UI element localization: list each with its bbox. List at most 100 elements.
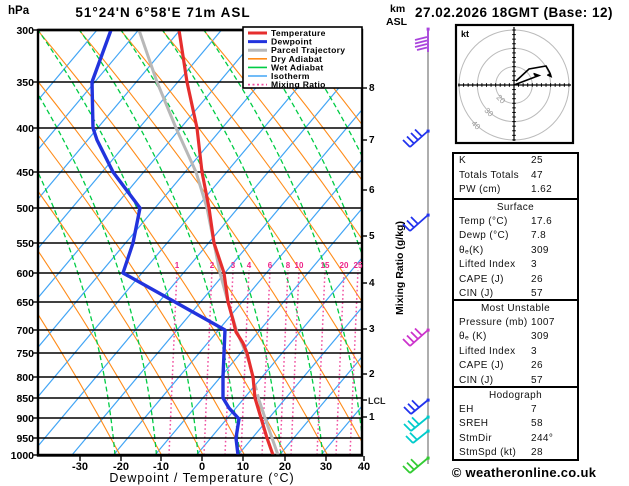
svg-text:550: 550 [16, 238, 34, 250]
x-axis-title: Dewpoint / Temperature (°C) [109, 471, 294, 485]
wind-barb-surface [402, 456, 430, 474]
svg-text:850: 850 [16, 393, 34, 405]
svg-text:950: 950 [16, 433, 34, 445]
svg-text:6: 6 [369, 185, 375, 196]
svg-text:3: 3 [231, 261, 236, 270]
table-row: Pressure (mb) 1007 [459, 316, 555, 328]
table-row: CAPE (J) 26 [459, 360, 543, 371]
svg-text:25: 25 [354, 261, 363, 270]
wind-barb-950 [405, 429, 430, 444]
legend-item-parcel: Parcel Trajectory [271, 45, 345, 55]
table-row: CIN (J) 57 [459, 288, 543, 299]
svg-text:10: 10 [295, 261, 304, 270]
svg-text:1: 1 [369, 412, 375, 423]
table-row: Totals Totals 47 [459, 169, 543, 181]
svg-text:4: 4 [247, 261, 252, 270]
svg-text:20: 20 [279, 461, 291, 473]
svg-text:5: 5 [369, 231, 375, 242]
table-row: Dewp (°C) 7.8 [459, 230, 547, 241]
mixing-ratio-axis-label: Mixing Ratio (g/kg) [394, 221, 406, 315]
temp-axis-labels: -30 -20 -10 0 10 20 30 40 [72, 461, 370, 473]
table-row: Lifted Index 3 [459, 259, 537, 270]
hodograph: kt 20 30 40 [454, 23, 575, 145]
svg-text:750: 750 [16, 348, 34, 360]
wind-barb-920 [403, 415, 430, 432]
mixing-ratio-value-labels: 1 2 3 4 6 8 10 15 20 25 [175, 261, 363, 270]
legend-item-dry-adiabat: Dry Adiabat [271, 54, 322, 64]
axis-ticks [33, 29, 367, 461]
hodograph-stats-table: Hodograph EH 7 SREH 58 StmDir 244° StmSpd (… [452, 386, 579, 461]
wind-barb-500 [402, 213, 430, 232]
svg-text:350: 350 [16, 77, 34, 89]
hodograph-axis-ticks [458, 29, 570, 141]
table-row: θₑ(K) 309 [459, 244, 549, 256]
svg-text:0: 0 [199, 461, 205, 473]
svg-text:1000: 1000 [11, 450, 35, 462]
svg-text:2: 2 [369, 369, 375, 380]
svg-text:500: 500 [16, 203, 34, 215]
wind-barb-880 [403, 398, 430, 415]
table-section-title: Surface [496, 202, 535, 213]
pressure-unit-label: hPa [8, 5, 30, 17]
lcl-marker-label: LCL [368, 396, 386, 406]
svg-text:4: 4 [369, 278, 375, 289]
km-axis-labels: 8 7 6 5 4 3 2 1 [369, 83, 375, 423]
table-row: StmSpd (kt) 28 [459, 447, 543, 458]
wind-barb-700 [402, 327, 430, 347]
hodograph-wind-trace [513, 65, 553, 86]
wind-barb-column [402, 27, 430, 474]
legend: Temperature Dewpoint Parcel Trajectory D… [242, 26, 363, 90]
wind-barb-400 [402, 128, 430, 148]
svg-text:900: 900 [16, 413, 34, 425]
table-section-title: Hodograph [488, 390, 543, 401]
table-row: θₑ (K) 309 [459, 331, 549, 342]
table-row: CAPE (J) 26 [459, 273, 543, 285]
footer-credit: © weatheronline.co.uk [452, 465, 597, 480]
hodograph-unit-label: kt [461, 29, 469, 39]
svg-text:400: 400 [16, 123, 34, 135]
table-section-title: Most Unstable [480, 303, 551, 314]
wind-barb-300 [414, 27, 430, 52]
table-row: CIN (J) 57 [459, 374, 543, 386]
svg-text:1: 1 [175, 261, 180, 270]
legend-item-isotherm: Isotherm [271, 71, 310, 81]
svg-text:2: 2 [210, 261, 215, 270]
legend-item-temperature: Temperature [271, 28, 326, 38]
dewpoint-curve [90, 30, 241, 456]
svg-text:20: 20 [340, 261, 349, 270]
svg-text:-20: -20 [113, 461, 129, 473]
table-row: EH 7 [459, 403, 537, 415]
pressure-axis-labels: 300 350 400 450 500 550 600 650 700 750 … [11, 25, 35, 462]
legend-item-mixing-ratio: Mixing Ratio [271, 80, 326, 90]
pressure-gridlines [38, 28, 362, 457]
svg-text:-10: -10 [153, 461, 169, 473]
svg-text:300: 300 [16, 25, 34, 37]
datetime-title: 27.02.2026 18GMT (Base: 12) [415, 5, 613, 20]
temperature-curve [177, 30, 275, 456]
svg-text:15: 15 [321, 261, 330, 270]
svg-text:10: 10 [237, 461, 249, 473]
surface-table: Surface Temp (°C) 17.6 Dewp (°C) 7.8 θₑ(K)… [452, 198, 579, 301]
indices-table: K 25 Totals Totals 47 PW (cm) 1.62 [452, 152, 579, 200]
svg-text:600: 600 [16, 268, 34, 280]
svg-text:3: 3 [369, 324, 375, 335]
svg-text:-30: -30 [72, 461, 88, 473]
svg-text:650: 650 [16, 297, 34, 309]
svg-text:30: 30 [320, 461, 332, 473]
table-row: StmDir 244° [459, 432, 554, 444]
svg-text:7: 7 [369, 135, 375, 146]
table-row: K 25 [459, 155, 543, 166]
most-unstable-table: Most Unstable Pressure (mb) 1007 θₑ (K) 30… [452, 299, 579, 388]
station-title: 51°24'N 6°58'E 71m ASL [75, 5, 250, 20]
table-row: Temp (°C) 17.6 [459, 215, 553, 227]
legend-item-wet-adiabat: Wet Adiabat [271, 62, 323, 72]
svg-text:700: 700 [16, 325, 34, 337]
svg-text:6: 6 [268, 261, 273, 270]
svg-text:450: 450 [16, 167, 34, 179]
svg-text:40: 40 [358, 461, 370, 473]
table-row: SREH 58 [459, 418, 543, 429]
svg-text:8: 8 [369, 83, 375, 94]
svg-text:800: 800 [16, 372, 34, 384]
